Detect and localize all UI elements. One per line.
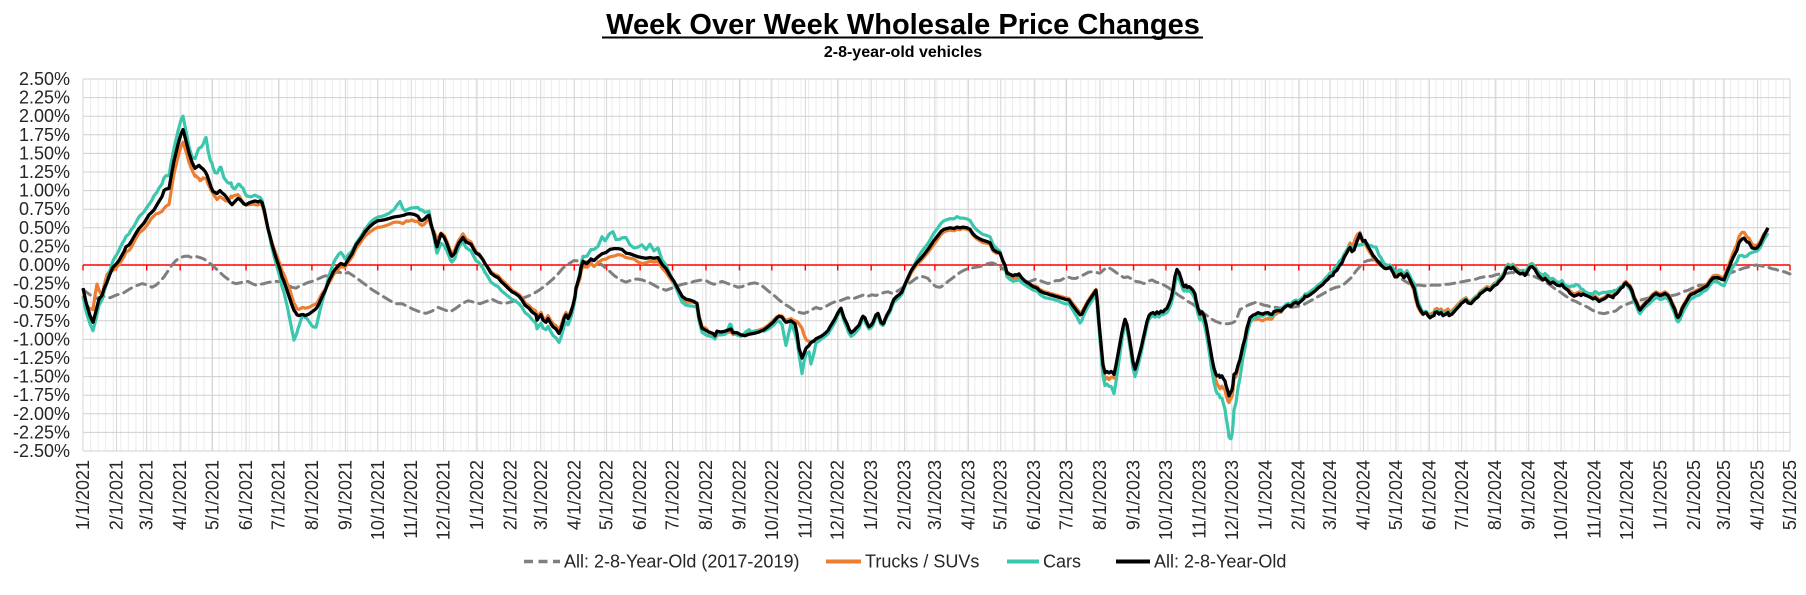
svg-text:1/1/2022: 1/1/2022 (467, 460, 487, 530)
svg-text:9/1/2024: 9/1/2024 (1519, 460, 1539, 530)
svg-text:12/1/2022: 12/1/2022 (828, 460, 848, 540)
svg-text:2/1/2023: 2/1/2023 (895, 460, 915, 530)
svg-text:-2.25%: -2.25% (13, 422, 70, 442)
svg-text:2/1/2025: 2/1/2025 (1684, 460, 1704, 530)
svg-text:4/1/2024: 4/1/2024 (1354, 460, 1374, 530)
svg-text:1.25%: 1.25% (19, 162, 70, 182)
svg-text:0.00%: 0.00% (19, 255, 70, 275)
svg-text:-1.75%: -1.75% (13, 385, 70, 405)
svg-text:5/1/2021: 5/1/2021 (203, 460, 223, 530)
svg-text:12/1/2024: 12/1/2024 (1617, 460, 1637, 540)
svg-text:7/1/2022: 7/1/2022 (663, 460, 683, 530)
svg-text:4/1/2021: 4/1/2021 (170, 460, 190, 530)
svg-text:11/1/2021: 11/1/2021 (401, 460, 421, 539)
svg-text:8/1/2022: 8/1/2022 (696, 460, 716, 530)
svg-text:8/1/2023: 8/1/2023 (1090, 460, 1110, 530)
svg-text:10/1/2024: 10/1/2024 (1551, 460, 1571, 540)
svg-text:-2.50%: -2.50% (13, 441, 70, 461)
svg-text:6/1/2021: 6/1/2021 (236, 460, 256, 530)
svg-text:5/1/2022: 5/1/2022 (597, 460, 617, 530)
svg-text:9/1/2022: 9/1/2022 (730, 460, 750, 530)
svg-text:10/1/2021: 10/1/2021 (368, 460, 388, 540)
svg-text:12/1/2021: 12/1/2021 (434, 460, 454, 540)
svg-text:9/1/2021: 9/1/2021 (335, 460, 355, 530)
svg-text:2/1/2022: 2/1/2022 (501, 460, 521, 530)
svg-text:6/1/2022: 6/1/2022 (630, 460, 650, 530)
svg-text:-1.50%: -1.50% (13, 367, 70, 387)
svg-text:Week Over Week Wholesale Price: Week Over Week Wholesale Price Changes (606, 9, 1200, 41)
svg-text:-1.00%: -1.00% (13, 329, 70, 349)
svg-text:1/1/2023: 1/1/2023 (861, 460, 881, 530)
svg-text:1/1/2024: 1/1/2024 (1255, 460, 1275, 530)
svg-text:3/1/2021: 3/1/2021 (137, 460, 157, 530)
svg-text:4/1/2022: 4/1/2022 (564, 460, 584, 530)
svg-text:9/1/2023: 9/1/2023 (1124, 460, 1144, 530)
svg-text:3/1/2022: 3/1/2022 (531, 460, 551, 530)
svg-text:All: 2-8-Year-Old (2017-2019): All: 2-8-Year-Old (2017-2019) (564, 552, 799, 572)
svg-text:2/1/2024: 2/1/2024 (1289, 460, 1309, 530)
svg-text:12/1/2023: 12/1/2023 (1222, 460, 1242, 540)
svg-text:10/1/2022: 10/1/2022 (762, 460, 782, 540)
svg-text:All: 2-8-Year-Old: All: 2-8-Year-Old (1154, 552, 1286, 572)
svg-text:6/1/2023: 6/1/2023 (1024, 460, 1044, 530)
svg-text:-1.25%: -1.25% (13, 348, 70, 368)
svg-text:7/1/2023: 7/1/2023 (1057, 460, 1077, 530)
svg-text:3/1/2025: 3/1/2025 (1714, 460, 1734, 530)
svg-text:5/1/2024: 5/1/2024 (1386, 460, 1406, 530)
svg-text:5/1/2023: 5/1/2023 (991, 460, 1011, 530)
svg-text:2/1/2021: 2/1/2021 (107, 460, 127, 530)
svg-text:0.75%: 0.75% (19, 199, 70, 219)
svg-text:4/1/2025: 4/1/2025 (1748, 460, 1768, 530)
svg-text:2.25%: 2.25% (19, 88, 70, 108)
svg-text:7/1/2024: 7/1/2024 (1452, 460, 1472, 530)
svg-text:11/1/2023: 11/1/2023 (1189, 460, 1209, 539)
svg-text:1/1/2021: 1/1/2021 (73, 460, 93, 530)
svg-text:1.00%: 1.00% (19, 181, 70, 201)
svg-text:0.50%: 0.50% (19, 218, 70, 238)
svg-text:Trucks / SUVs: Trucks / SUVs (865, 552, 979, 572)
svg-text:7/1/2021: 7/1/2021 (268, 460, 288, 530)
svg-text:Cars: Cars (1043, 552, 1081, 572)
svg-text:-0.25%: -0.25% (13, 274, 70, 294)
svg-text:1.75%: 1.75% (19, 125, 70, 145)
svg-text:6/1/2024: 6/1/2024 (1419, 460, 1439, 530)
svg-text:3/1/2023: 3/1/2023 (925, 460, 945, 530)
svg-text:0.25%: 0.25% (19, 236, 70, 256)
svg-text:-0.50%: -0.50% (13, 292, 70, 312)
svg-text:1/1/2025: 1/1/2025 (1650, 460, 1670, 530)
svg-text:8/1/2024: 8/1/2024 (1485, 460, 1505, 530)
svg-text:-0.75%: -0.75% (13, 311, 70, 331)
svg-text:2.50%: 2.50% (19, 69, 70, 89)
svg-text:8/1/2021: 8/1/2021 (302, 460, 322, 530)
svg-text:2.00%: 2.00% (19, 106, 70, 126)
svg-text:4/1/2023: 4/1/2023 (958, 460, 978, 530)
svg-text:11/1/2024: 11/1/2024 (1585, 460, 1605, 539)
svg-text:5/1/2025: 5/1/2025 (1780, 460, 1800, 530)
svg-text:11/1/2022: 11/1/2022 (795, 460, 815, 539)
svg-text:-2.00%: -2.00% (13, 404, 70, 424)
svg-text:2-8-year-old vehicles: 2-8-year-old vehicles (824, 44, 982, 61)
svg-text:3/1/2024: 3/1/2024 (1320, 460, 1340, 530)
svg-text:10/1/2023: 10/1/2023 (1156, 460, 1176, 540)
svg-text:1.50%: 1.50% (19, 143, 70, 163)
